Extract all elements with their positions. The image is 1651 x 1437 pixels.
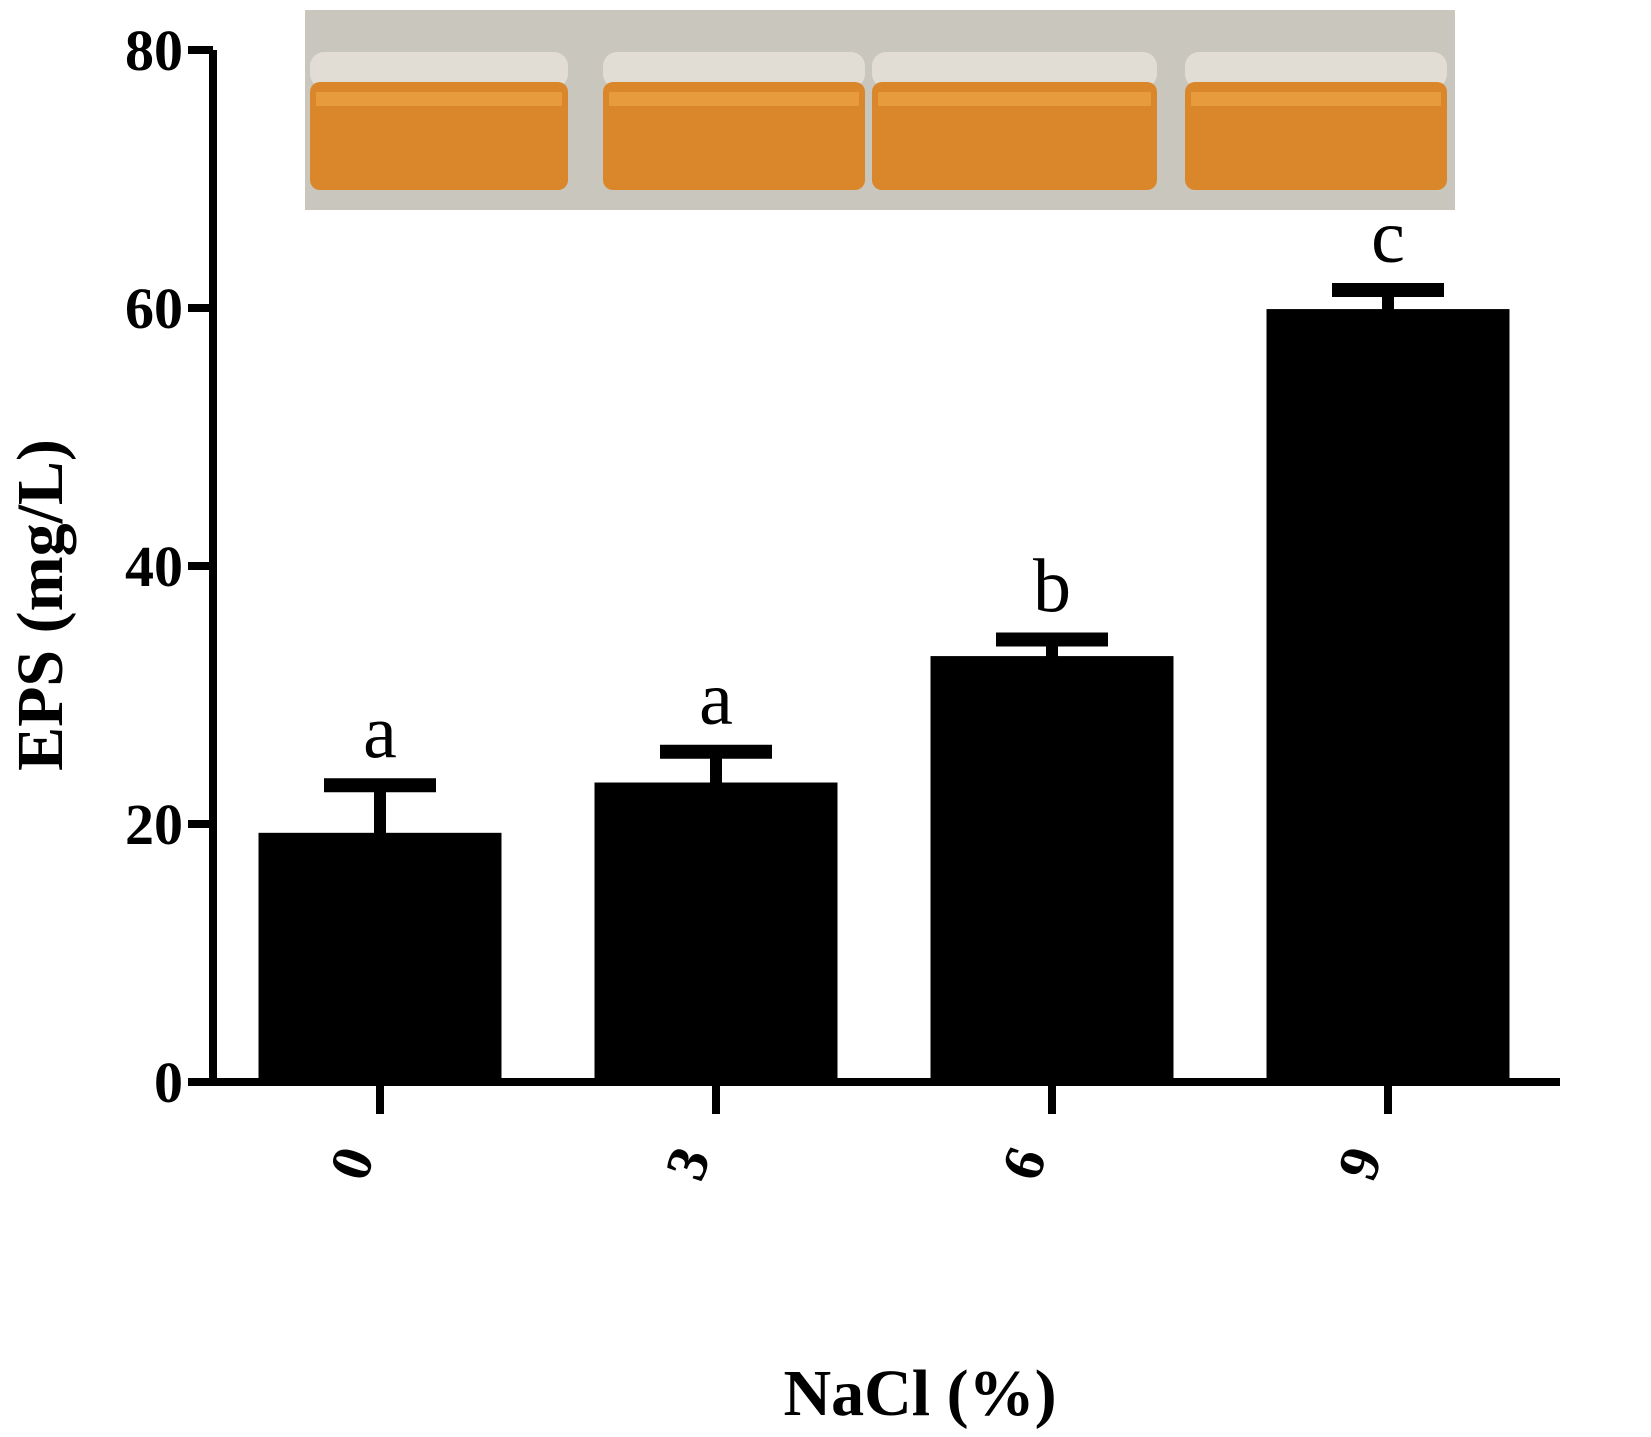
significance-letter-6: b bbox=[1033, 545, 1071, 629]
significance-letter-0: a bbox=[363, 690, 397, 774]
vial-highlight bbox=[609, 92, 859, 106]
vial-6 bbox=[872, 82, 1157, 190]
vial-highlight bbox=[316, 92, 562, 106]
error-bars bbox=[324, 282, 1444, 835]
bar-9 bbox=[1266, 309, 1510, 1084]
x-tick-label-9: 9 bbox=[1324, 1139, 1395, 1188]
x-tick-label-6: 6 bbox=[988, 1139, 1059, 1188]
x-axis-title: NaCl (%) bbox=[783, 1357, 1056, 1430]
vial-highlight bbox=[1191, 92, 1441, 106]
x-tick-label-0: 0 bbox=[316, 1139, 387, 1188]
bar-3 bbox=[594, 782, 838, 1084]
y-tick-label-0: 0 bbox=[154, 1050, 183, 1115]
vial-3 bbox=[603, 82, 865, 190]
bars bbox=[258, 309, 1510, 1084]
significance-letter-9: c bbox=[1371, 195, 1405, 279]
y-tick-label-60: 60 bbox=[125, 276, 183, 341]
x-tick-label-3: 3 bbox=[652, 1139, 723, 1188]
y-tick-label-40: 40 bbox=[125, 534, 183, 599]
bar-6 bbox=[930, 656, 1174, 1084]
vial-rim bbox=[872, 52, 1157, 88]
vial-rim bbox=[1185, 52, 1447, 88]
inset-photo-vials bbox=[305, 10, 1455, 210]
bar-0 bbox=[258, 832, 502, 1084]
vial-9 bbox=[1185, 82, 1447, 190]
vial-rim bbox=[603, 52, 865, 88]
vial-rim bbox=[310, 52, 568, 88]
y-axis-title: EPS (mg/L) bbox=[4, 439, 77, 771]
significance-letter-3: a bbox=[699, 657, 733, 741]
y-tick-label-80: 80 bbox=[125, 18, 183, 83]
vial-highlight bbox=[878, 92, 1151, 106]
vial-0 bbox=[310, 82, 568, 190]
axes bbox=[188, 46, 1560, 1114]
y-tick-label-20: 20 bbox=[125, 792, 183, 857]
